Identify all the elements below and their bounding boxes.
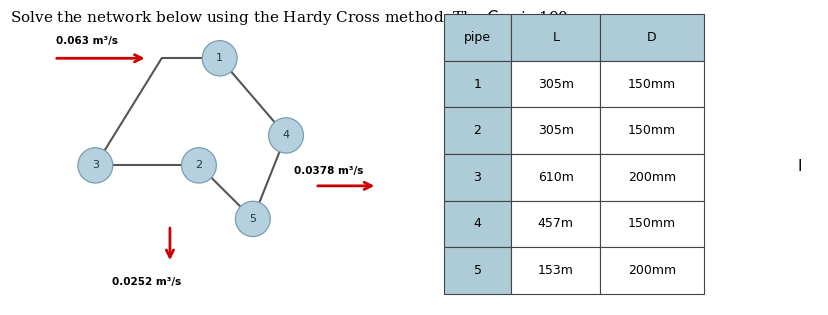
Text: L: L	[551, 31, 559, 44]
Text: 0.063 m³/s: 0.063 m³/s	[56, 36, 118, 46]
FancyBboxPatch shape	[443, 247, 511, 294]
Text: 1: 1	[473, 77, 481, 91]
Text: 1: 1	[216, 53, 223, 63]
FancyBboxPatch shape	[511, 61, 599, 107]
Text: 4: 4	[282, 130, 289, 140]
FancyBboxPatch shape	[511, 201, 599, 247]
Text: 0.0252 m³/s: 0.0252 m³/s	[112, 277, 181, 287]
Text: 150mm: 150mm	[627, 124, 676, 137]
FancyBboxPatch shape	[599, 61, 703, 107]
FancyBboxPatch shape	[599, 201, 703, 247]
Ellipse shape	[235, 201, 270, 237]
Text: Solve the network below using the Hardy Cross method. The $C_{HW}$ is 100.: Solve the network below using the Hardy …	[10, 8, 572, 27]
Ellipse shape	[181, 148, 216, 183]
Text: 5: 5	[249, 214, 256, 224]
Text: 4: 4	[473, 217, 481, 231]
Text: 2: 2	[473, 124, 481, 137]
FancyBboxPatch shape	[599, 154, 703, 201]
Text: pipe: pipe	[464, 31, 490, 44]
Ellipse shape	[268, 118, 303, 153]
FancyBboxPatch shape	[599, 14, 703, 61]
FancyBboxPatch shape	[443, 14, 511, 61]
FancyBboxPatch shape	[599, 247, 703, 294]
FancyBboxPatch shape	[443, 107, 511, 154]
Ellipse shape	[78, 148, 113, 183]
Text: 150mm: 150mm	[627, 77, 676, 91]
FancyBboxPatch shape	[443, 61, 511, 107]
FancyBboxPatch shape	[511, 107, 599, 154]
FancyBboxPatch shape	[443, 154, 511, 201]
Text: 610m: 610m	[537, 171, 573, 184]
Text: 3: 3	[473, 171, 481, 184]
Text: 5: 5	[473, 264, 481, 277]
FancyBboxPatch shape	[443, 201, 511, 247]
Text: 200mm: 200mm	[627, 171, 676, 184]
FancyBboxPatch shape	[511, 14, 599, 61]
FancyBboxPatch shape	[511, 154, 599, 201]
Text: I: I	[797, 159, 802, 175]
Text: 0.0378 m³/s: 0.0378 m³/s	[294, 166, 363, 176]
FancyBboxPatch shape	[599, 107, 703, 154]
Text: 2: 2	[195, 160, 202, 170]
Text: 200mm: 200mm	[627, 264, 676, 277]
Text: D: D	[647, 31, 656, 44]
Text: 150mm: 150mm	[627, 217, 676, 231]
FancyBboxPatch shape	[511, 247, 599, 294]
Text: 153m: 153m	[537, 264, 573, 277]
Text: 305m: 305m	[537, 77, 573, 91]
Text: 3: 3	[92, 160, 99, 170]
Ellipse shape	[202, 41, 237, 76]
Text: 305m: 305m	[537, 124, 573, 137]
Text: 457m: 457m	[537, 217, 573, 231]
